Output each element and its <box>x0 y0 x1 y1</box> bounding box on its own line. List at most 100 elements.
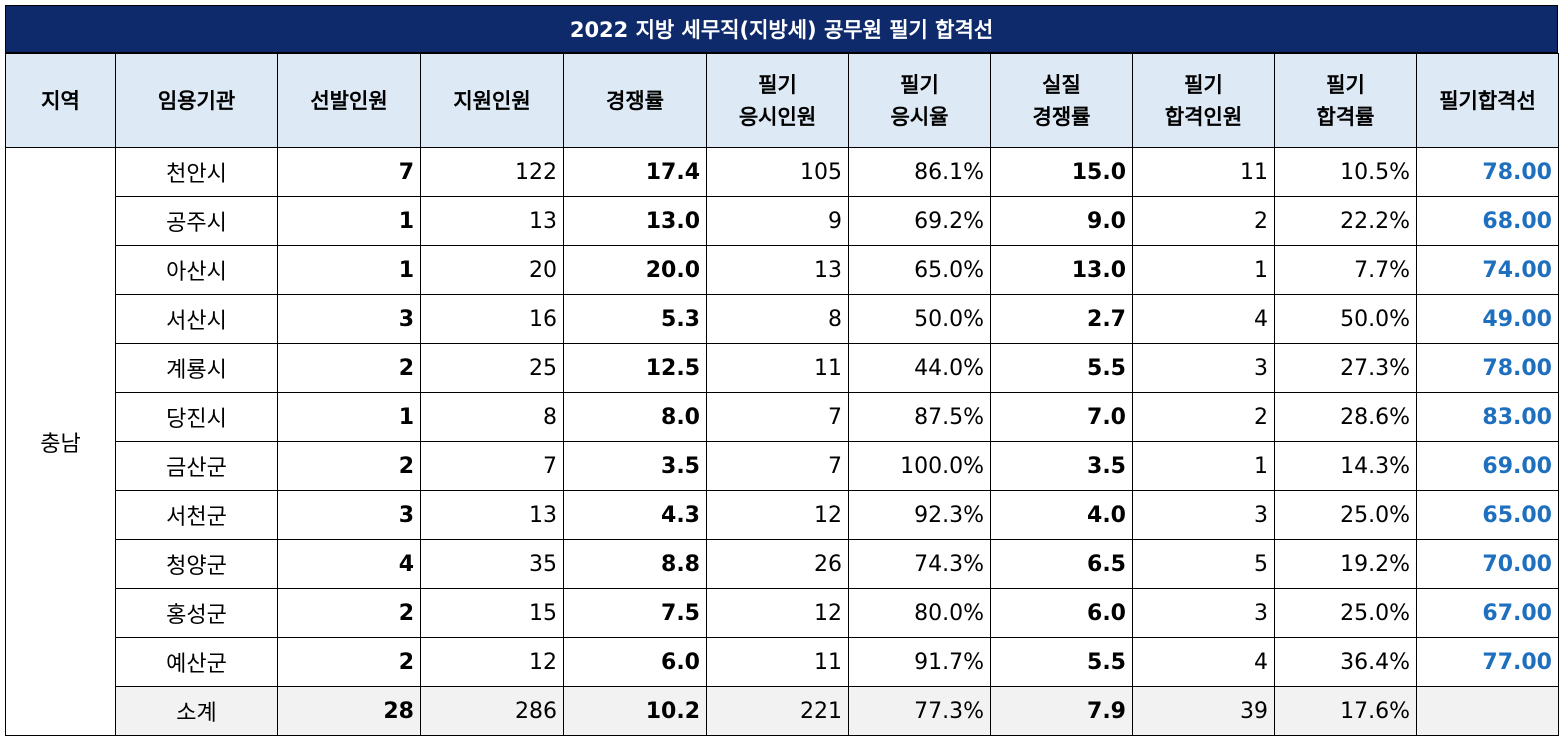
table-cell: 5.5 <box>990 637 1133 687</box>
column-header-label: 필기 <box>758 72 797 97</box>
table-cell: 4.0 <box>990 490 1133 540</box>
column-header-label: 응시인원 <box>738 104 817 129</box>
table-cell: 17.6% <box>1274 686 1417 736</box>
table-cell: 122 <box>420 147 564 197</box>
table-row: 충남 천안시 7 122 17.4 105 86.1% 15.0 11 10.5% 78.00 <box>5 147 1559 736</box>
table-cell: 3 <box>1132 490 1275 540</box>
table-cell: 7 <box>706 392 849 442</box>
table-cell: 50.0% <box>848 294 991 344</box>
table-cell: 87.5% <box>848 392 991 442</box>
table-cell: 12 <box>706 490 849 540</box>
table-cell: 19.2% <box>1274 539 1417 589</box>
table-cell: 25 <box>420 343 564 393</box>
table-cell <box>1416 686 1559 736</box>
column-header-label: 경쟁률 <box>606 88 664 113</box>
table-cell: 천안시 <box>115 147 278 197</box>
table-cell: 1 <box>277 245 421 295</box>
column-header-label: 실질 <box>1042 72 1081 97</box>
table-cell: 2 <box>277 441 421 491</box>
column-header-label: 임용기관 <box>157 88 236 113</box>
table-cell: 2.7 <box>990 294 1133 344</box>
table-cell: 3.5 <box>990 441 1133 491</box>
table-cell: 금산군 <box>115 441 278 491</box>
table-cell: 20 <box>420 245 564 295</box>
table-cell: 4 <box>277 539 421 589</box>
column-header-row: 지역 임용기관 선발인원 지원인원 경쟁률 필기 응시인원 필기 응시율 실질 경쟁률 필기 합격인원 필… <box>5 53 1559 148</box>
table-cell: 25.0% <box>1274 588 1417 638</box>
column-header-label: 필기 <box>900 72 939 97</box>
table-cell: 13.0 <box>990 245 1133 295</box>
table-cell: 4 <box>1132 294 1275 344</box>
table-cell: 36.4% <box>1274 637 1417 687</box>
table-cell: 10.5% <box>1274 147 1417 197</box>
column-header-label: 지역 <box>41 88 80 113</box>
table-cell: 35 <box>420 539 564 589</box>
table-cell: 25.0% <box>1274 490 1417 540</box>
table-cell: 15 <box>420 588 564 638</box>
table-row: 아산시 1 20 20.0 13 65.0% 13.0 1 7.7% 74.00 <box>6 245 1559 295</box>
column-header-label: 필기 <box>1326 72 1365 97</box>
table-cell: 7.7% <box>1274 245 1417 295</box>
column-header-label: 필기 <box>1184 72 1223 97</box>
table-cell: 68.00 <box>1416 196 1559 246</box>
column-header-label: 응시율 <box>890 104 949 129</box>
table-cell: 13.0 <box>563 196 707 246</box>
table-cell: 69.2% <box>848 196 991 246</box>
table-cell: 69.00 <box>1416 441 1559 491</box>
table-cell: 12 <box>706 588 849 638</box>
table-cell: 28.6% <box>1274 392 1417 442</box>
table-cell: 8 <box>420 392 564 442</box>
table-cell: 10.2 <box>563 686 707 736</box>
table-cell: 105 <box>706 147 849 197</box>
column-header: 경쟁률 <box>563 53 707 148</box>
table-cell: 78.00 <box>1416 147 1559 197</box>
table-cell: 4.3 <box>563 490 707 540</box>
table-row: 공주시 1 13 13.0 9 69.2% 9.0 2 22.2% 68.00 <box>6 196 1559 246</box>
table-cell: 74.3% <box>848 539 991 589</box>
table-cell: 13 <box>420 490 564 540</box>
table-cell: 5 <box>1132 539 1275 589</box>
table-cell: 20.0 <box>563 245 707 295</box>
column-header: 필기 합격률 <box>1274 53 1417 148</box>
table-cell: 74.00 <box>1416 245 1559 295</box>
table-cell: 77.3% <box>848 686 991 736</box>
table-cell: 계룡시 <box>115 343 278 393</box>
table-cell: 15.0 <box>990 147 1133 197</box>
table-cell: 1 <box>1132 441 1275 491</box>
score-table-container: 2022 지방 세무직(지방세) 공무원 필기 합격선 지역 임용기관 선발인원 지원… <box>5 5 1559 736</box>
table-cell: 13 <box>706 245 849 295</box>
table-cell: 14.3% <box>1274 441 1417 491</box>
table-cell: 서천군 <box>115 490 278 540</box>
table-cell: 8 <box>706 294 849 344</box>
table-cell: 12.5 <box>563 343 707 393</box>
table-cell: 28 <box>277 686 421 736</box>
column-header-label: 필기합격선 <box>1439 88 1536 113</box>
table-cell: 2 <box>277 343 421 393</box>
table-cell: 3.5 <box>563 441 707 491</box>
table-cell: 서산시 <box>115 294 278 344</box>
table-cell: 8.8 <box>563 539 707 589</box>
table-cell: 11 <box>1132 147 1275 197</box>
table-cell: 49.00 <box>1416 294 1559 344</box>
table-cell: 39 <box>1132 686 1275 736</box>
table-cell: 11 <box>706 637 849 687</box>
table-cell: 9.0 <box>990 196 1133 246</box>
table-cell: 221 <box>706 686 849 736</box>
table-cell: 44.0% <box>848 343 991 393</box>
column-header-label: 경쟁률 <box>1032 104 1091 129</box>
table-cell: 당진시 <box>115 392 278 442</box>
column-header: 지원인원 <box>420 53 564 148</box>
table-cell: 65.00 <box>1416 490 1559 540</box>
table-cell: 3 <box>277 294 421 344</box>
table-cell: 50.0% <box>1274 294 1417 344</box>
table-row: 서산시 3 16 5.3 8 50.0% 2.7 4 50.0% 49.00 <box>6 294 1559 344</box>
table-cell: 1 <box>1132 245 1275 295</box>
table-cell: 3 <box>1132 588 1275 638</box>
column-header: 지역 <box>5 53 116 148</box>
table-cell: 홍성군 <box>115 588 278 638</box>
table-cell: 청양군 <box>115 539 278 589</box>
table-body: 충남 천안시 7 122 17.4 105 86.1% 15.0 11 10.5% 78.00 공주시… <box>5 147 1559 736</box>
table-cell: 공주시 <box>115 196 278 246</box>
table-cell: 78.00 <box>1416 343 1559 393</box>
